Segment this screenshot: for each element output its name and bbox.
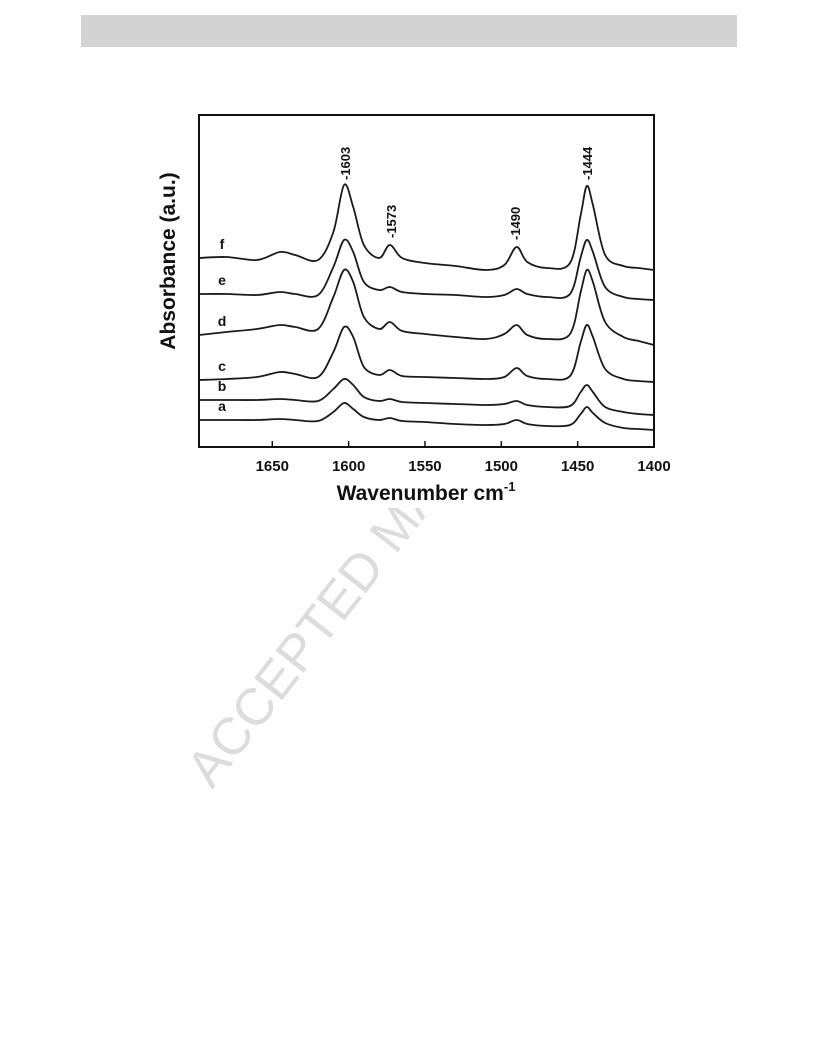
spectrum-line bbox=[198, 402, 655, 431]
chart: 1650 1600 1550 1500 1450 1400 Absorbance (a.u.… bbox=[157, 114, 671, 505]
series-label: e bbox=[218, 272, 226, 288]
series-label: d bbox=[218, 313, 227, 329]
spectrum-line bbox=[199, 378, 655, 416]
series-label: b bbox=[218, 378, 227, 394]
x-tick-label: 1500 bbox=[485, 458, 518, 475]
series-label: a bbox=[218, 398, 226, 414]
peak-annotation: -1573 bbox=[384, 205, 399, 238]
plot-frame bbox=[198, 114, 655, 448]
x-tick-label: 1400 bbox=[637, 458, 670, 475]
peak-annotation: -1490 bbox=[508, 207, 523, 240]
x-tick-label: 1650 bbox=[256, 458, 289, 475]
series-label: c bbox=[218, 358, 226, 374]
x-tick-label: 1450 bbox=[561, 458, 594, 475]
spectrum-line bbox=[198, 268, 655, 346]
x-axis-title-text: Wavenumber cm bbox=[337, 482, 504, 505]
peak-annotation: -1603 bbox=[338, 147, 353, 180]
spectrum-line bbox=[198, 324, 655, 383]
spectrum-line bbox=[198, 238, 655, 301]
x-tick-label: 1550 bbox=[408, 458, 441, 475]
spectrum-line bbox=[198, 183, 655, 271]
header-bar bbox=[81, 15, 737, 47]
x-tick-label: 1600 bbox=[332, 458, 365, 475]
figure-background bbox=[150, 100, 680, 508]
series-label: f bbox=[220, 236, 225, 252]
x-axis-title-sup: -1 bbox=[504, 479, 516, 494]
x-axis-title: Wavenumber cm-1 bbox=[337, 479, 516, 505]
y-axis-title: Absorbance (a.u.) bbox=[157, 172, 180, 349]
peak-annotation: -1444 bbox=[580, 146, 595, 180]
